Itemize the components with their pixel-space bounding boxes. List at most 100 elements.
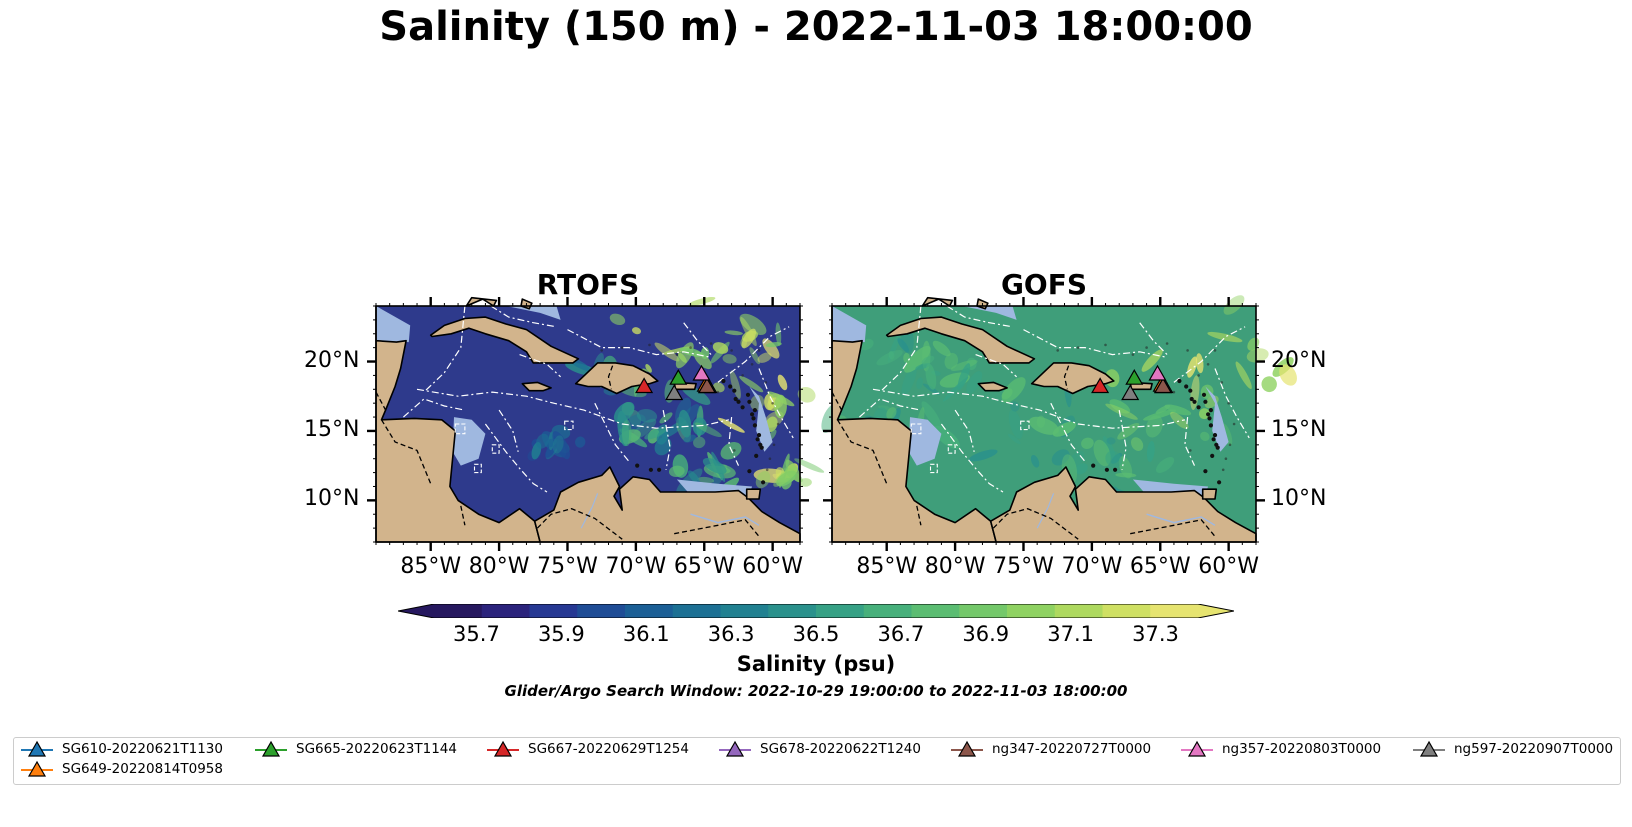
- salinity-eddy: [1051, 449, 1070, 466]
- island: [1208, 408, 1213, 413]
- salinity-eddy: [574, 436, 586, 448]
- salinity-eddy: [903, 352, 910, 363]
- salinity-eddy: [636, 408, 658, 423]
- island: [752, 408, 757, 413]
- search-window-text: Glider/Argo Search Window: 2022-10-29 19…: [504, 682, 1128, 700]
- island: [752, 423, 757, 428]
- island: [1212, 433, 1218, 438]
- salinity-eddy: [552, 435, 564, 454]
- island: [736, 399, 741, 404]
- salinity-eddy: [659, 412, 673, 424]
- salinity-eddy: [755, 470, 771, 489]
- salinity-eddy: [1146, 440, 1155, 463]
- island: [733, 396, 738, 402]
- legend: SG610-20220621T1130 SG649-20220814T0958 SG…: [13, 737, 1621, 785]
- bathymetry-contour: [1227, 401, 1230, 405]
- eez-boundary: [454, 423, 466, 435]
- lat-tick-label: 15°N: [304, 416, 360, 442]
- salinity-eddy: [668, 465, 685, 477]
- salinity-eddy: [609, 313, 626, 326]
- salinity-eddy: [693, 436, 706, 449]
- bathymetry-contour: [1206, 363, 1210, 366]
- bathymetry-contour: [764, 381, 768, 384]
- salinity-eddy: [901, 364, 917, 396]
- salinity-eddy: [915, 363, 931, 370]
- glider-marker: [1125, 368, 1144, 385]
- salinity-eddy: [720, 442, 742, 460]
- salinity-eddy: [739, 375, 764, 393]
- island: [745, 392, 751, 397]
- colorbar-segment: [1054, 604, 1104, 618]
- gofs-map: [821, 295, 1297, 551]
- island: [728, 384, 733, 389]
- salinity-eddy: [1279, 364, 1297, 386]
- island: [1113, 467, 1118, 472]
- bathymetry-contour: [1189, 449, 1192, 452]
- river: [1036, 493, 1055, 529]
- eez-boundary: [1214, 368, 1250, 439]
- salinity-eddy: [886, 407, 897, 420]
- island: [740, 405, 745, 410]
- island: [1217, 480, 1222, 485]
- legend-marker: [487, 740, 519, 757]
- salinity-eddy: [799, 478, 812, 487]
- island: [1207, 416, 1212, 421]
- salinity-eddy: [712, 382, 725, 393]
- bathymetry-contour: [757, 349, 761, 352]
- legend-triangle: [261, 740, 281, 757]
- country-border: [916, 505, 922, 526]
- salinity-eddy: [697, 476, 714, 484]
- eez-boundary: [929, 463, 938, 474]
- colorbar-segment: [768, 604, 817, 618]
- lon-tick-label: 85°W: [856, 554, 918, 579]
- salinity-eddy: [797, 387, 816, 403]
- legend-item: ng347-20220727T0000: [950, 740, 1151, 758]
- legend-triangle: [27, 740, 47, 757]
- salinity-eddy: [932, 340, 951, 357]
- lat-tick-label: 10°N: [304, 486, 360, 512]
- colorbar-tick-label: 35.7: [453, 622, 500, 646]
- colorbar-tick-label: 37.3: [1132, 622, 1179, 646]
- salinity-eddy: [1093, 439, 1111, 467]
- salinity-eddy: [749, 347, 760, 365]
- bathymetry-contour: [765, 468, 769, 472]
- bathymetry-contour: [1165, 342, 1169, 345]
- salinity-eddy: [1105, 403, 1138, 420]
- island: [1184, 384, 1189, 389]
- island: [761, 480, 766, 485]
- salinity-eddy: [632, 327, 641, 335]
- salinity-eddy: [1164, 404, 1192, 416]
- salinity-eddy: [1030, 455, 1040, 468]
- island: [747, 469, 752, 474]
- lon-tick-label: 70°W: [1061, 554, 1123, 579]
- island: [1189, 396, 1194, 402]
- shelf-yucatan-shelf: [376, 306, 411, 343]
- colorbar-tick-label: 36.5: [792, 622, 840, 646]
- eez-boundary: [1020, 420, 1030, 431]
- bathymetry-contour: [1076, 346, 1080, 349]
- river: [1146, 513, 1216, 526]
- eez-boundary: [484, 423, 548, 493]
- colorbar-tick-label: 35.9: [537, 622, 585, 646]
- bathymetry-contour: [768, 457, 772, 460]
- salinity-eddy: [1008, 409, 1023, 440]
- salinity-eddy: [1105, 450, 1123, 468]
- legend-marker: [719, 740, 751, 757]
- lat-tick-label: 20°N: [304, 347, 360, 373]
- salinity-eddy: [712, 342, 729, 354]
- salinity-eddy: [1200, 431, 1210, 442]
- bathymetry-contour: [709, 342, 713, 345]
- colorbar-segment: [1102, 604, 1151, 618]
- land-jamaica: [977, 381, 1008, 392]
- salinity-eddy: [1106, 437, 1116, 445]
- legend-marker: [21, 760, 53, 777]
- legend-item: SG610-20220621T1130: [20, 740, 223, 758]
- country-border: [1130, 519, 1216, 537]
- glider-marker: [669, 368, 688, 385]
- lon-tick-label: 65°W: [1129, 554, 1191, 579]
- legend-marker: [1413, 740, 1445, 757]
- salinity-eddy: [1155, 405, 1171, 414]
- salinity-eddy: [1155, 456, 1175, 474]
- country-border: [380, 419, 432, 484]
- eez-boundary: [947, 444, 956, 454]
